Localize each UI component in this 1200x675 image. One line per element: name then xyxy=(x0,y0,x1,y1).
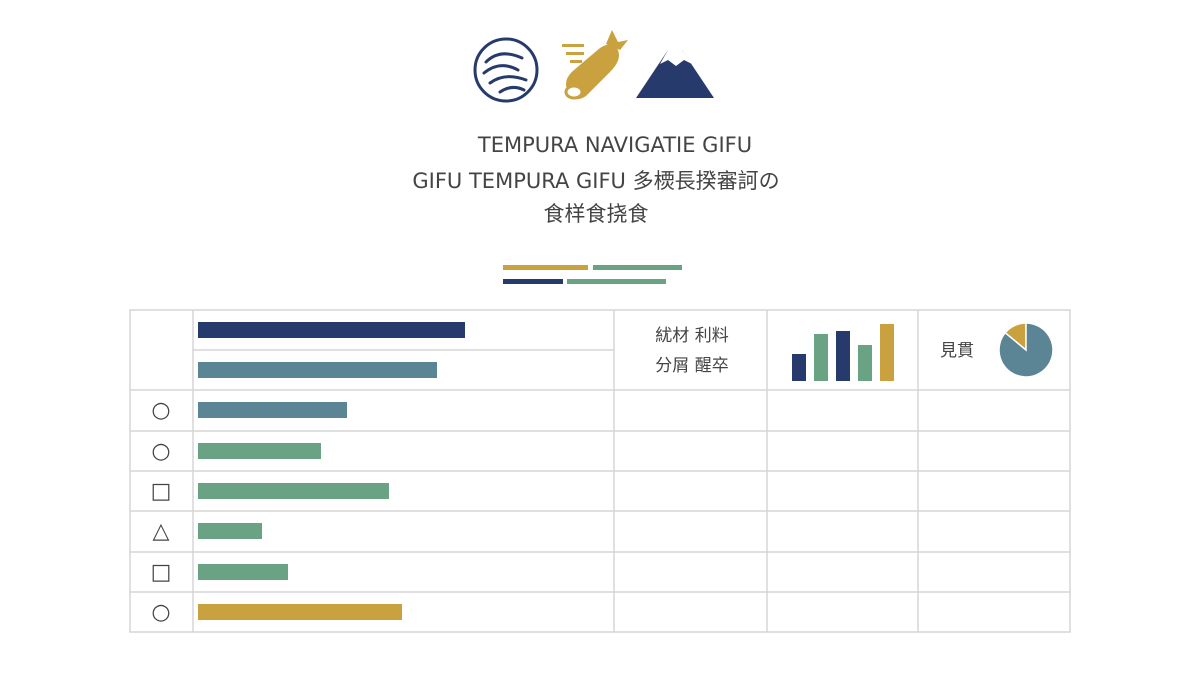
mini-bar xyxy=(836,331,850,381)
mini-bar xyxy=(858,345,872,381)
bar xyxy=(198,523,262,539)
mini-bar xyxy=(880,324,894,381)
bar xyxy=(198,604,402,620)
tempura-icon xyxy=(562,30,628,100)
mountain-icon xyxy=(636,50,714,98)
pie-slice xyxy=(998,322,1054,378)
bar xyxy=(198,443,321,459)
row-symbol: □ xyxy=(151,479,172,504)
bar xyxy=(198,402,347,418)
header-text: 紌材 利料 xyxy=(655,326,728,346)
bar xyxy=(198,564,288,580)
subtitle: GIFU TEMPURA GIFU 多樮長揆審訶の xyxy=(412,169,779,193)
bar xyxy=(198,483,389,499)
bar xyxy=(198,362,437,378)
subtitle: 食样食挠食 xyxy=(544,202,649,226)
title: TEMPURA NAVIGATIE GIFU xyxy=(477,133,752,157)
wave-icon xyxy=(473,37,539,103)
mini-bar xyxy=(792,354,806,381)
divider xyxy=(503,265,682,284)
row-symbol: ○ xyxy=(151,398,170,423)
mini-bar xyxy=(814,334,828,381)
row-symbol: △ xyxy=(153,519,170,544)
table-grid xyxy=(129,309,1071,633)
bar xyxy=(198,322,465,338)
row-symbol: □ xyxy=(151,560,172,585)
row-symbol: ○ xyxy=(151,600,170,625)
row-symbol: ○ xyxy=(151,439,170,464)
pie-label: 見貫 xyxy=(940,341,974,361)
header-text: 分屑 醒卒 xyxy=(655,356,728,376)
